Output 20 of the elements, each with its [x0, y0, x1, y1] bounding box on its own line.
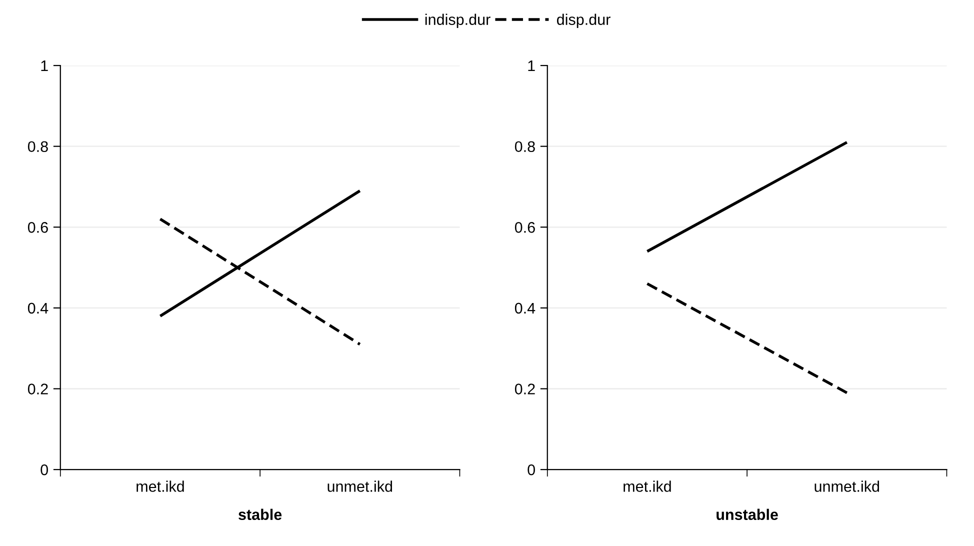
y-tick-label: 0: [40, 464, 48, 476]
x-axis-title: stable: [238, 508, 282, 520]
y-tick-label: 0: [528, 464, 535, 476]
y-tick-label: 0.2: [514, 384, 535, 394]
x-tick-label: met.ikd: [624, 480, 671, 492]
y-tick-label: 0.8: [514, 141, 535, 152]
x-tick-label: unmet.ikd: [328, 480, 392, 492]
legend-label: disp.dur: [556, 14, 610, 28]
x-tick-label: unmet.ikd: [814, 480, 880, 492]
y-tick-label: 0.2: [28, 384, 48, 394]
x-axis-title: unstable: [716, 508, 778, 520]
y-tick-label: 0.6: [514, 222, 535, 233]
x-tick-label: met.ikd: [136, 480, 184, 492]
y-tick-label: 1: [41, 60, 48, 72]
y-tick-label: 0.4: [514, 302, 536, 314]
y-tick-label: 0.6: [28, 222, 48, 233]
y-tick-label: 0.8: [28, 141, 48, 152]
legend-label: indisp.dur: [425, 14, 490, 28]
y-tick-label: 1: [528, 60, 535, 72]
y-tick-label: 0.4: [28, 302, 48, 314]
